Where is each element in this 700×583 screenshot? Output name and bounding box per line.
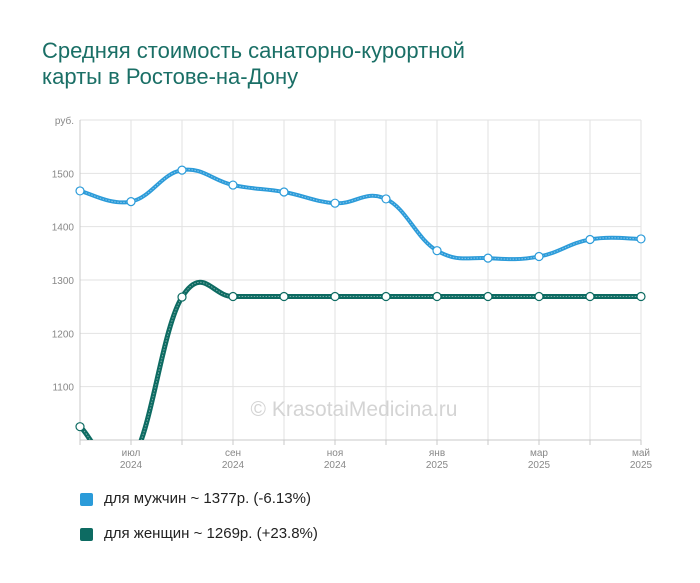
x-tick-label: май bbox=[632, 448, 650, 459]
chart-title-line-1: Средняя стоимость санаторно-курортной bbox=[42, 38, 465, 63]
legend-item-men[interactable]: для мужчин ~ 1377р. (-6.13%) bbox=[80, 490, 580, 512]
data-point-men bbox=[483, 253, 493, 263]
data-point-women bbox=[534, 291, 544, 302]
y-axis-unit-label: руб. bbox=[55, 115, 74, 127]
y-tick-label: 1200 bbox=[52, 329, 75, 340]
x-tick-year-label: 2024 bbox=[222, 460, 245, 471]
data-point-women bbox=[75, 422, 85, 432]
data-point-men bbox=[585, 234, 595, 245]
data-point-women bbox=[177, 292, 187, 302]
x-tick-label: ноя bbox=[327, 448, 344, 459]
data-point-men bbox=[75, 186, 85, 196]
data-point-men bbox=[279, 187, 289, 197]
data-point-men bbox=[177, 165, 187, 175]
x-tick-year-label: 2024 bbox=[120, 460, 143, 471]
data-point-women bbox=[381, 291, 391, 302]
data-point-men bbox=[381, 194, 391, 204]
x-tick-year-label: 2025 bbox=[528, 460, 551, 471]
legend-label-women: для женщин ~ 1269р. (+23.8%) bbox=[104, 525, 318, 542]
legend-item-women[interactable]: для женщин ~ 1269р. (+23.8%) bbox=[80, 525, 580, 547]
data-point-men bbox=[534, 251, 544, 262]
y-tick-label: 1500 bbox=[52, 169, 75, 180]
data-point-men bbox=[228, 180, 238, 190]
data-point-women bbox=[483, 291, 493, 302]
data-point-women bbox=[279, 291, 289, 302]
data-point-men bbox=[126, 197, 136, 207]
data-point-women bbox=[585, 291, 595, 302]
legend-swatch-women bbox=[80, 528, 93, 541]
x-tick-label: июл bbox=[122, 448, 141, 459]
data-point-men bbox=[636, 234, 646, 244]
chart-title: Средняя стоимость санаторно-курортной ка… bbox=[42, 38, 642, 90]
legend-swatch-men bbox=[80, 493, 93, 506]
x-tick-year-label: 2025 bbox=[630, 460, 653, 471]
y-tick-label: 1400 bbox=[52, 223, 75, 234]
x-tick-year-label: 2025 bbox=[426, 460, 449, 471]
data-point-men bbox=[330, 198, 340, 208]
x-tick-label: янв bbox=[429, 448, 445, 459]
data-point-women bbox=[432, 291, 442, 302]
series-line-men bbox=[80, 167, 641, 262]
chart-title-line-2: карты в Ростове-на-Дону bbox=[42, 64, 299, 89]
legend-label-men: для мужчин ~ 1377р. (-6.13%) bbox=[104, 490, 311, 507]
x-tick-year-label: 2024 bbox=[324, 460, 347, 471]
data-point-women bbox=[330, 291, 340, 302]
y-tick-label: 1100 bbox=[52, 383, 74, 394]
series-line-texture-men bbox=[80, 169, 641, 260]
data-point-women bbox=[228, 291, 238, 302]
x-tick-label: сен bbox=[225, 448, 241, 459]
data-point-women bbox=[636, 291, 646, 302]
watermark: © KrasotaiMedicina.ru bbox=[251, 398, 458, 421]
x-tick-label: мар bbox=[530, 448, 548, 459]
data-point-men bbox=[432, 246, 442, 256]
y-tick-label: 1300 bbox=[52, 276, 75, 287]
